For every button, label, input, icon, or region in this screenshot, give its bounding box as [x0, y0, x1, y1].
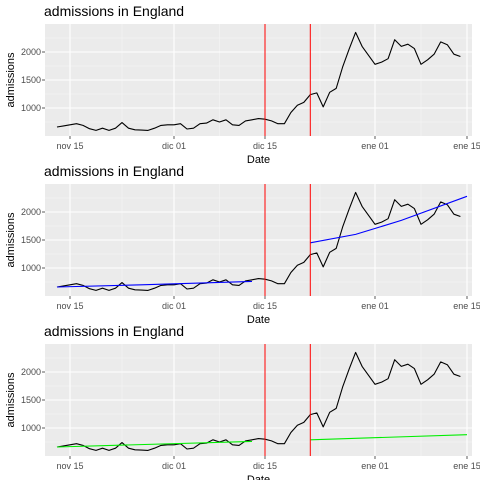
y-tick-label: 2000 [21, 207, 41, 217]
x-tick-label: ene 15 [453, 141, 480, 151]
y-tick-label: 1000 [21, 263, 41, 273]
chart-title: admissions in England [44, 323, 184, 339]
trend-line-2 [310, 195, 468, 244]
y-tick-label: 1000 [21, 103, 41, 113]
x-tick-label: ene 01 [361, 461, 389, 471]
x-tick-label: ene 01 [361, 141, 389, 151]
chart-panel-1: admissions in England 1000 1500 2000 nov 15 d… [5, 3, 480, 166]
x-tick-label: nov 15 [56, 461, 83, 471]
x-tick-label: ene 01 [361, 301, 389, 311]
y-tick-label: 1500 [21, 235, 41, 245]
x-axis-title: Date [247, 154, 270, 166]
y-axis-title: admissions [5, 212, 17, 268]
x-axis-title: Date [247, 314, 270, 326]
x-tick-label: dic 15 [253, 301, 277, 311]
y-tick-label: 1000 [21, 423, 41, 433]
x-tick-label: ene 15 [453, 301, 480, 311]
y-tick-label: 1500 [21, 395, 41, 405]
chart-title: admissions in England [44, 163, 184, 179]
x-axis-title: Date [247, 474, 270, 480]
y-axis-title: admissions [5, 372, 17, 428]
x-tick-label: dic 01 [162, 461, 186, 471]
x-tick-label: dic 15 [253, 461, 277, 471]
x-tick-label: nov 15 [56, 141, 83, 151]
x-tick-label: nov 15 [56, 301, 83, 311]
series-line-admissions [56, 351, 461, 451]
trend-line-2 [310, 434, 468, 441]
x-tick-label: ene 15 [453, 461, 480, 471]
x-tick-label: dic 01 [162, 141, 186, 151]
y-tick-label: 2000 [21, 47, 41, 57]
trend-line-1 [56, 280, 253, 288]
chart-title: admissions in England [44, 3, 184, 19]
series-line-admissions [56, 31, 461, 131]
series-line-admissions [56, 191, 461, 291]
x-tick-label: dic 01 [162, 301, 186, 311]
y-axis-title: admissions [5, 52, 17, 108]
chart-panel-3: admissions in England 1000 1500 2000 nov 15 d… [5, 323, 480, 485]
y-tick-label: 1500 [21, 75, 41, 85]
x-tick-label: dic 15 [253, 141, 277, 151]
chart-panel-2: admissions in England 1000 1500 2000 nov 15 d… [5, 163, 480, 326]
y-tick-label: 2000 [21, 367, 41, 377]
trend-line-1 [56, 440, 253, 448]
